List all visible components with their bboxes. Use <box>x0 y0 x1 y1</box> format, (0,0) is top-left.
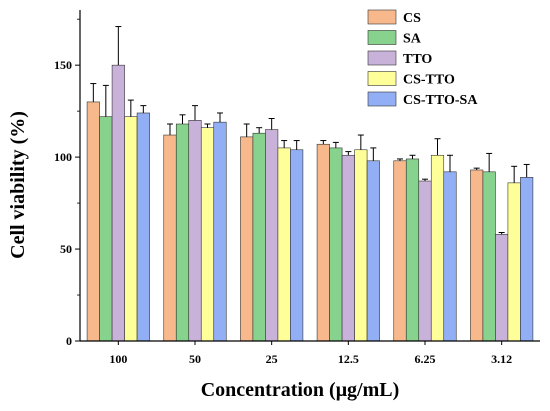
bar-sa-25 <box>252 132 266 342</box>
legend-swatch-tto <box>367 50 397 66</box>
y-axis-title: Cell viability (%) <box>7 111 29 259</box>
x-tick-label-50: 50 <box>189 352 201 366</box>
bar-sa-3.12 <box>482 171 496 342</box>
x-tick-label-3.12: 3.12 <box>491 352 512 366</box>
bar-sa-50 <box>175 123 190 342</box>
bar-cs-tto-sa-100 <box>136 112 150 342</box>
bar-cs-25 <box>240 136 254 342</box>
bar-cs-6.25 <box>393 160 407 342</box>
legend-swatch-sa <box>367 30 397 45</box>
y-tick-label-100: 100 <box>54 150 72 164</box>
axes-layer: 0 50 100 150 100 50 25 12.5 6.25 3.12 <box>54 10 540 366</box>
x-tick-label-6.25: 6.25 <box>415 352 436 366</box>
bar-sa-12.5 <box>329 147 343 342</box>
y-tick-label-0: 0 <box>66 334 72 348</box>
legend-label-cs: CS <box>403 11 421 26</box>
bar-tto-3.12 <box>495 234 509 342</box>
legend-label-cs-tto-sa: CS-TTO-SA <box>403 93 478 108</box>
bar-cs-tto-25 <box>277 147 291 342</box>
legend: CS SA TTO CS-TTO CS-TTO-SA <box>367 9 478 108</box>
bar-tto-50 <box>188 120 202 342</box>
x-tick-label-12.5: 12.5 <box>338 352 359 366</box>
bar-cs-50 <box>163 134 177 342</box>
bar-cs-12.5 <box>316 143 330 342</box>
bar-cs-tto-sa-25 <box>290 149 304 342</box>
x-axis-title: Concentration (μg/mL) <box>201 379 400 401</box>
x-tick-label-100: 100 <box>109 352 127 366</box>
bar-tto-12.5 <box>341 154 355 342</box>
bar-sa-100 <box>99 116 113 342</box>
bar-cs-tto-sa-6.25 <box>443 171 457 342</box>
bar-cs-tto-100 <box>124 116 138 342</box>
bar-cs-tto-sa-50 <box>213 121 227 342</box>
bar-tto-100 <box>111 64 125 342</box>
bar-cs-tto-50 <box>200 127 215 342</box>
bar-cs-100 <box>86 101 100 342</box>
error-bars-layer <box>90 26 530 235</box>
legend-label-tto: TTO <box>403 52 432 67</box>
y-tick-label-50: 50 <box>60 242 72 256</box>
bar-tto-25 <box>265 129 279 342</box>
legend-label-sa: SA <box>403 32 422 47</box>
bar-cs-tto-3.12 <box>507 182 521 342</box>
legend-swatch-cs-tto <box>367 71 397 86</box>
bars-layer <box>86 64 534 342</box>
bar-cs-3.12 <box>470 169 484 342</box>
legend-swatch-cs-tto-sa <box>367 91 397 107</box>
legend-label-cs-tto: CS-TTO <box>403 73 455 88</box>
x-tick-label-25: 25 <box>266 352 278 366</box>
legend-swatch-cs <box>367 9 397 25</box>
bar-sa-6.25 <box>405 158 420 342</box>
bar-cs-tto-sa-3.12 <box>520 177 534 342</box>
bar-cs-tto-6.25 <box>430 154 445 342</box>
y-tick-label-150: 150 <box>54 58 72 72</box>
bar-tto-6.25 <box>418 180 432 342</box>
bar-cs-tto-12.5 <box>354 149 368 342</box>
bar-cs-tto-sa-12.5 <box>366 160 380 342</box>
